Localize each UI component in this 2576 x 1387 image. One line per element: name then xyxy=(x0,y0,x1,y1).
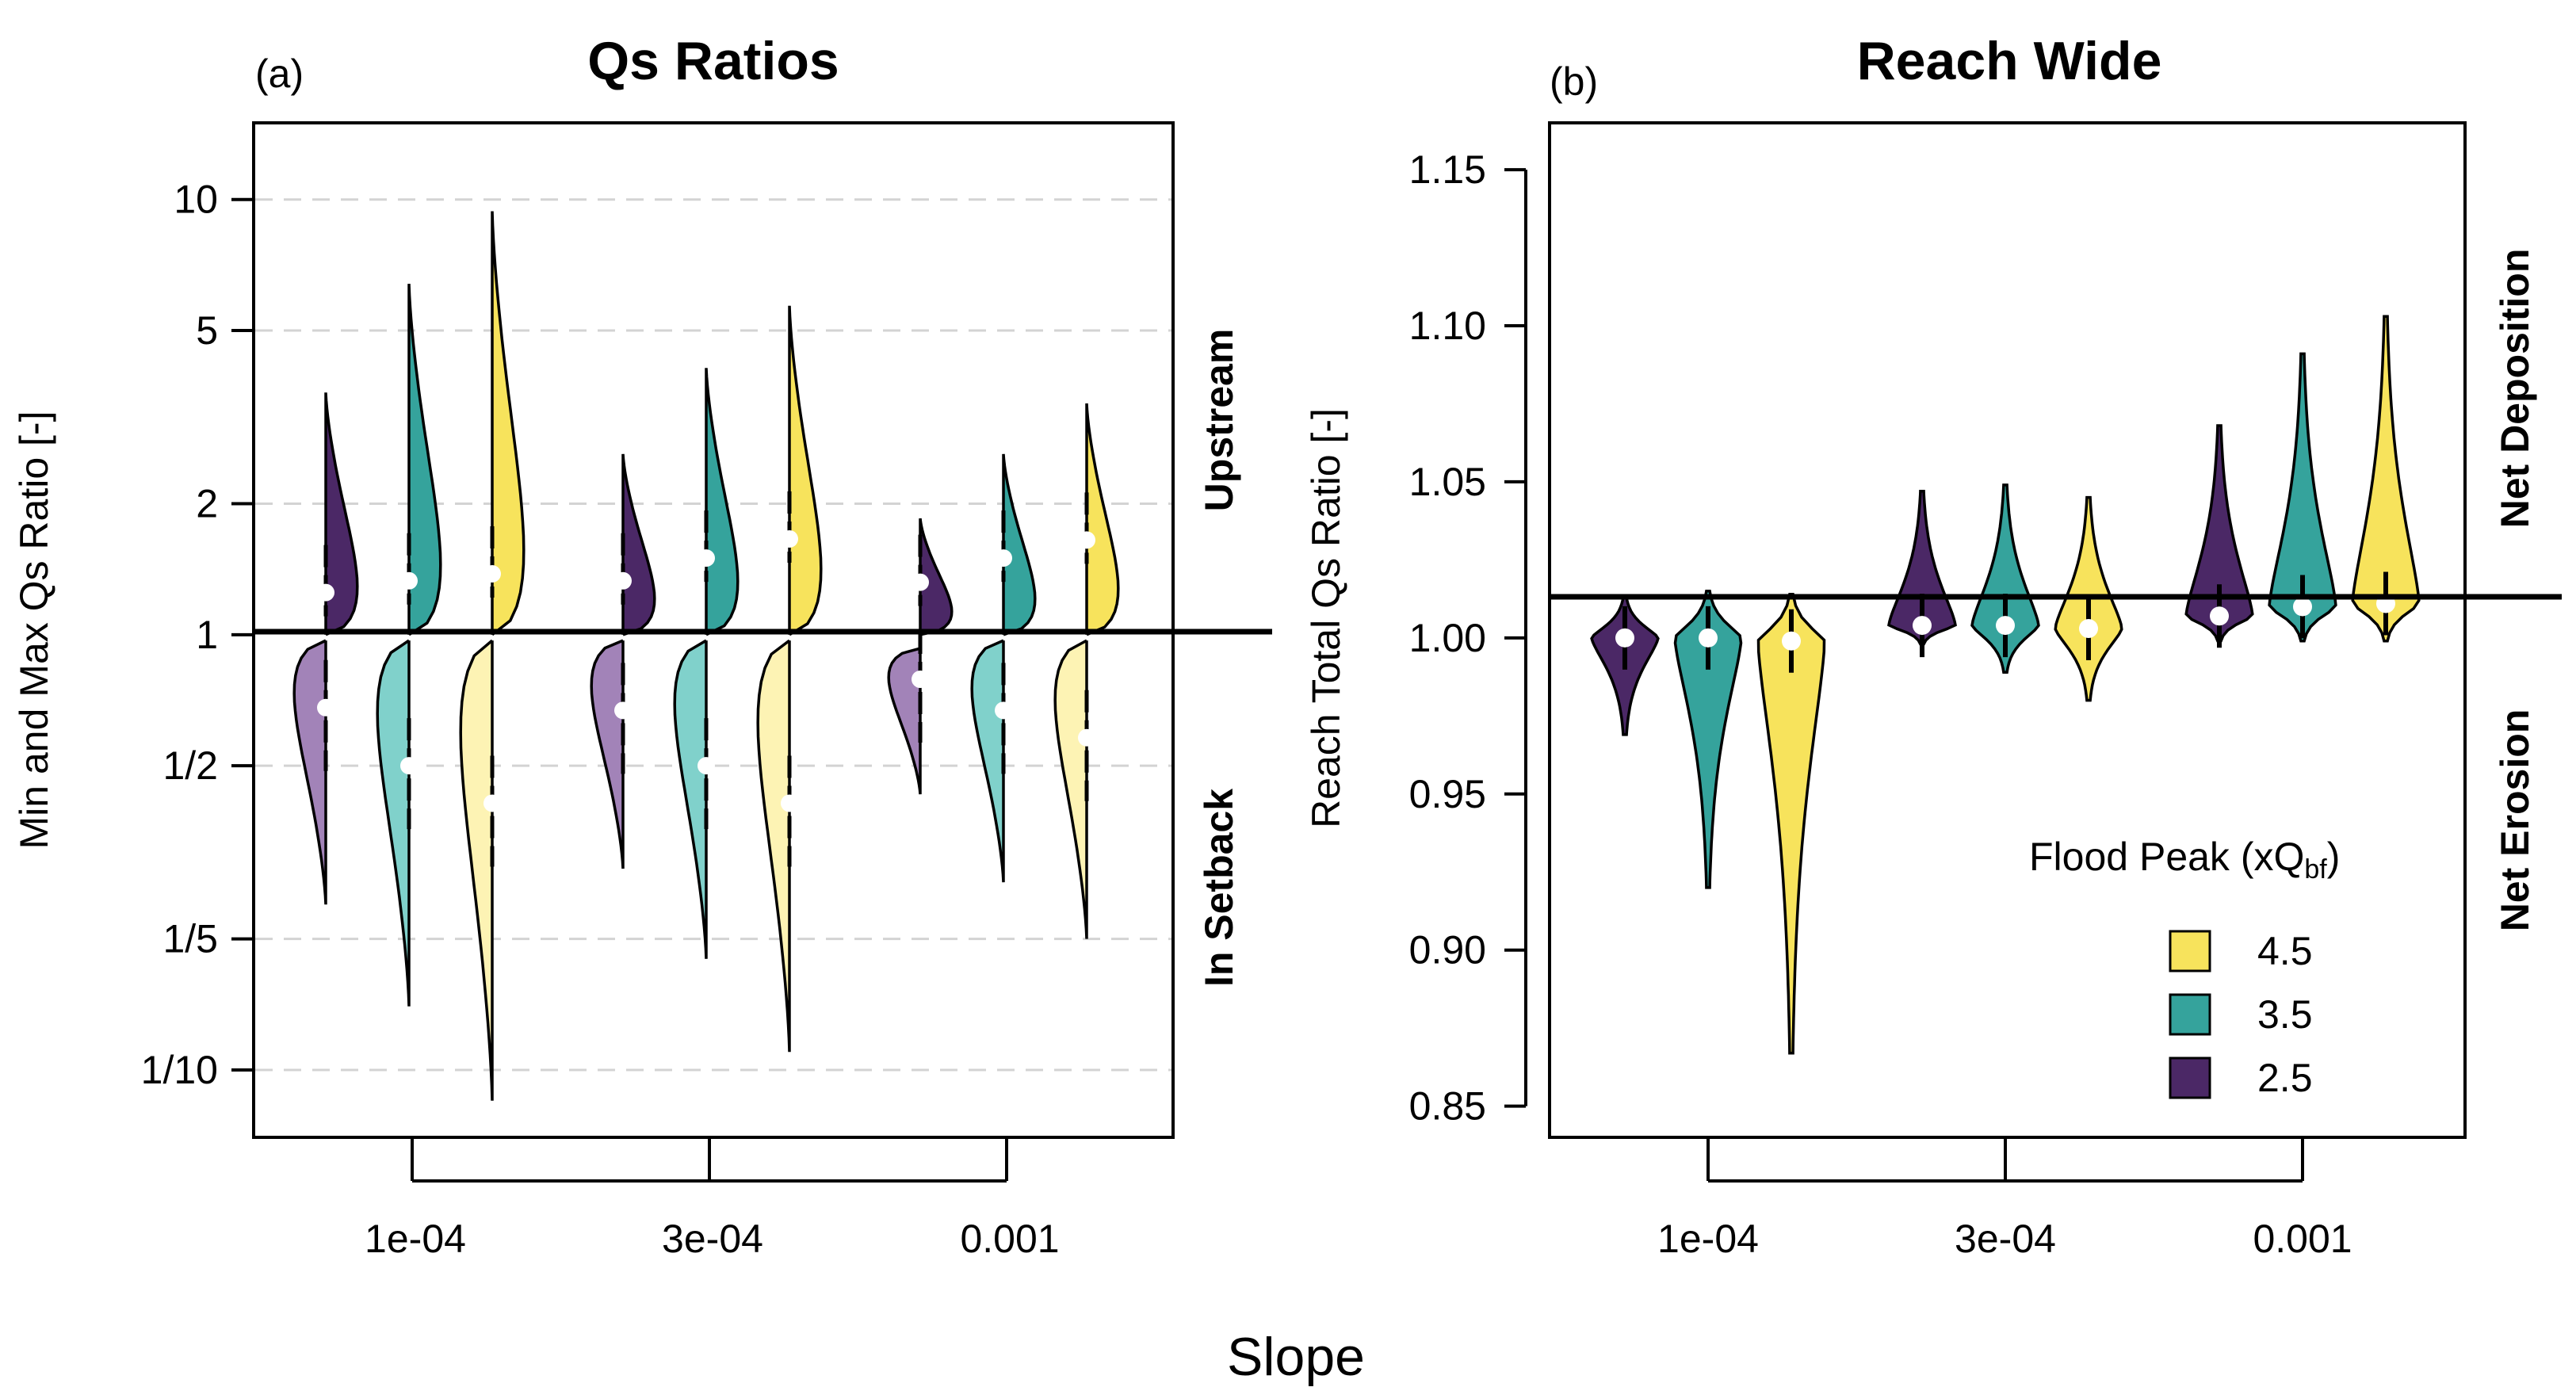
median-point xyxy=(614,571,632,590)
y-tick-label: 1/5 xyxy=(162,917,218,961)
panel-a-label: (a) xyxy=(255,52,304,96)
violin-reach-3.5-3e-04 xyxy=(1970,483,2040,674)
panel-a-x-axis: 1e-04 3e-04 0.001 xyxy=(365,1137,1060,1261)
median-point xyxy=(1782,631,1801,651)
x-tick-label: 1e-04 xyxy=(1657,1217,1759,1261)
y-tick-label: 5 xyxy=(196,308,218,353)
y-tick-label: 0.95 xyxy=(1409,772,1486,816)
panel-a-setback-label: In Setback xyxy=(1197,789,1241,987)
x-tick-label: 0.001 xyxy=(960,1217,1059,1261)
median-point xyxy=(2079,619,2098,639)
violin-reach-4.5-1e-04 xyxy=(1756,592,1826,1055)
panel-b-frame xyxy=(1548,121,2467,1139)
panel-a-y-axis: 10 5 2 1 1/2 1/5 1/10 xyxy=(141,178,254,1092)
legend-label-2.5: 2.5 xyxy=(2257,1056,2313,1100)
panel-a-title: Qs Ratios xyxy=(587,31,839,91)
median-point xyxy=(1078,531,1095,549)
panel-a-violins xyxy=(292,211,1120,1101)
median-point xyxy=(995,549,1012,567)
violin-setback-2.5-3e-04 xyxy=(590,639,625,869)
violin-upstream-2.5-0.001 xyxy=(919,518,954,636)
violin-setback-3.5-3e-04 xyxy=(673,639,708,959)
median-point xyxy=(1699,628,1718,648)
median-point xyxy=(614,701,632,720)
legend-entries: 4.5 3.5 2.5 xyxy=(2169,929,2313,1100)
median-point xyxy=(2210,606,2229,626)
median-point xyxy=(400,571,418,590)
violin-reach-4.5-0.001 xyxy=(2351,315,2421,643)
panel-b: (b) Reach Wide Reach Total Qs Ratio [-] … xyxy=(1304,31,2562,1261)
legend-title: Flood Peak (xQbf) xyxy=(2029,835,2340,885)
y-tick-label: 1.10 xyxy=(1409,304,1486,348)
legend-label-3.5: 3.5 xyxy=(2257,992,2313,1037)
panel-a-y-axis-label: Min and Max Qs Ratio [-] xyxy=(12,411,56,850)
panel-b-y-axis: 1.15 1.10 1.05 1.00 0.95 0.90 0.85 xyxy=(1409,147,1527,1129)
violin-setback-4.5-3e-04 xyxy=(756,639,791,1053)
y-tick-label: 0.85 xyxy=(1409,1084,1486,1129)
panel-b-title: Reach Wide xyxy=(1857,31,2162,91)
violin-setback-2.5-0.001 xyxy=(887,646,922,795)
x-tick-label: 1e-04 xyxy=(365,1217,466,1261)
violin-setback-4.5-1e-04 xyxy=(459,639,494,1101)
median-point xyxy=(1913,616,1932,636)
panel-b-x-axis: 1e-04 3e-04 0.001 xyxy=(1657,1137,2352,1261)
violin-upstream-4.5-1e-04 xyxy=(491,211,526,636)
violin-reach-3.5-0.001 xyxy=(2268,352,2337,643)
violin-reach-3.5-1e-04 xyxy=(1673,590,1743,889)
y-tick-label: 1.05 xyxy=(1409,460,1486,504)
median-point xyxy=(1996,616,2015,636)
panel-b-label: (b) xyxy=(1550,59,1598,104)
median-point xyxy=(483,794,501,812)
median-point xyxy=(912,671,929,689)
median-point xyxy=(1615,628,1634,648)
x-tick-label: 3e-04 xyxy=(1955,1217,2056,1261)
median-point xyxy=(317,698,334,716)
legend-swatch-4.5 xyxy=(2169,930,2211,972)
y-tick-label: 1.00 xyxy=(1409,616,1486,660)
violin-upstream-4.5-3e-04 xyxy=(788,305,823,636)
y-tick-label: 1/10 xyxy=(141,1048,218,1092)
panel-b-y-axis-label: Reach Total Qs Ratio [-] xyxy=(1304,408,1348,828)
violin-upstream-4.5-0.001 xyxy=(1085,403,1120,636)
median-point xyxy=(2293,597,2312,617)
panel-a-gridlines xyxy=(255,198,1171,1072)
legend-swatch-2.5 xyxy=(2169,1056,2211,1099)
legend: Flood Peak (xQbf) 4.5 3.5 2.5 xyxy=(2029,835,2340,1100)
panel-b-net-erosion-label: Net Erosion xyxy=(2493,709,2537,932)
violin-upstream-3.5-0.001 xyxy=(1002,453,1037,636)
violin-setback-3.5-0.001 xyxy=(970,639,1005,883)
median-point xyxy=(317,583,334,602)
violin-setback-4.5-0.001 xyxy=(1053,639,1088,939)
violin-upstream-2.5-1e-04 xyxy=(324,392,359,636)
median-point xyxy=(1078,728,1095,747)
median-point xyxy=(483,565,501,583)
panel-a: (a) Qs Ratios Min and Max Qs Ratio [-] U… xyxy=(12,31,1272,1261)
median-point xyxy=(995,701,1012,720)
violin-setback-3.5-1e-04 xyxy=(376,639,411,1007)
median-point xyxy=(781,529,798,548)
x-tick-label: 3e-04 xyxy=(662,1217,763,1261)
y-tick-label: 10 xyxy=(174,178,218,222)
y-tick-label: 1.15 xyxy=(1409,147,1486,192)
x-tick-label: 0.001 xyxy=(2253,1217,2352,1261)
legend-label-4.5: 4.5 xyxy=(2257,929,2313,973)
y-tick-label: 1/2 xyxy=(162,743,218,788)
y-tick-label: 0.90 xyxy=(1409,928,1486,972)
median-point xyxy=(698,757,715,775)
x-axis-label: Slope xyxy=(1227,1327,1365,1387)
violin-upstream-3.5-3e-04 xyxy=(705,368,740,636)
median-point xyxy=(912,573,929,591)
violin-setback-2.5-1e-04 xyxy=(292,639,327,905)
median-point xyxy=(698,549,715,567)
violin-upstream-2.5-3e-04 xyxy=(621,453,656,636)
median-point xyxy=(781,794,798,812)
y-tick-label: 1 xyxy=(196,613,218,657)
median-point xyxy=(400,757,418,775)
violin-upstream-3.5-1e-04 xyxy=(407,284,442,636)
legend-swatch-3.5 xyxy=(2169,993,2211,1036)
panel-b-net-deposition-label: Net Deposition xyxy=(2493,249,2537,529)
panel-a-upstream-label: Upstream xyxy=(1197,329,1241,512)
y-tick-label: 2 xyxy=(196,482,218,526)
